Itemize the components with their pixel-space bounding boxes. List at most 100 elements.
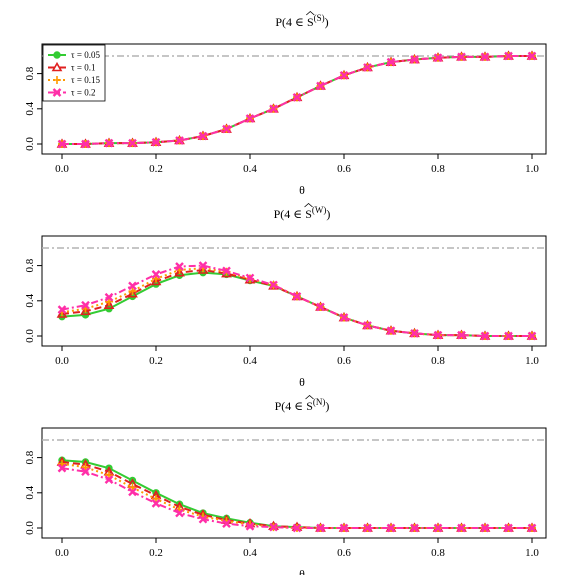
data-point: [57, 139, 67, 149]
data-point: [103, 299, 115, 310]
x-tick-label: 0.4: [243, 355, 257, 367]
series-4: [57, 51, 537, 149]
x-tick-label: 0.2: [149, 547, 163, 559]
data-point: [81, 139, 90, 149]
x-tick-label: 0.4: [243, 547, 257, 559]
data-point: [105, 471, 113, 480]
data-point: [292, 292, 302, 301]
panel-title: P(4 ∈ S(N)): [275, 397, 330, 413]
title-hat-mark: [305, 394, 314, 400]
data-point: [504, 331, 513, 341]
data-point: [128, 281, 137, 291]
x-axis-label: θ: [299, 567, 305, 575]
data-point: [104, 138, 114, 148]
x-tick-label: 1.0: [525, 355, 539, 367]
legend-marker: [53, 76, 61, 84]
data-point: [222, 266, 231, 276]
data-point: [292, 93, 302, 102]
series-line: [61, 461, 532, 529]
data-point: [222, 124, 231, 134]
data-point: [198, 131, 208, 141]
series-4: [57, 463, 537, 533]
title-hat-mark: [304, 202, 313, 208]
legend: τ = 0.05 τ = 0.1 τ = 0.15 τ = 0.2: [42, 44, 106, 102]
data-point: [480, 52, 490, 62]
title-suffix: ): [325, 15, 329, 29]
series-1: [58, 268, 536, 340]
panel-1: P(4 ∈ S(S)) 0.0 0.2 0.4 0.6 0.8 1.0 0.0 0.4 0.8 θ τ…: [24, 10, 547, 197]
x-axis-label: θ: [299, 375, 305, 389]
y-tick-label: 0.4: [24, 485, 36, 499]
data-point: [433, 523, 443, 533]
legend-label: τ = 0.1: [71, 63, 95, 73]
y-tick-label: 0.4: [24, 101, 36, 115]
data-point: [245, 273, 255, 283]
data-point: [150, 275, 162, 286]
data-point: [245, 521, 255, 531]
x-tick-label: 0.0: [55, 355, 69, 367]
data-point: [363, 63, 372, 72]
data-point: [245, 114, 255, 123]
title-set: S: [305, 207, 312, 221]
data-point: [457, 52, 466, 62]
x-tick-label: 0.8: [431, 547, 445, 559]
series-line: [61, 267, 532, 337]
data-point: [410, 55, 419, 64]
series-4: [57, 261, 537, 341]
data-point: [433, 330, 443, 340]
data-point: [386, 57, 396, 67]
data-point: [457, 523, 466, 533]
legend-marker: [53, 51, 61, 59]
title-prefix: P(4 ∈: [274, 207, 306, 221]
series-3: [58, 264, 536, 340]
data-point: [58, 459, 66, 468]
title-superscript: (S): [314, 13, 325, 23]
data-point: [339, 313, 349, 322]
data-point: [128, 483, 137, 492]
x-axis-label: θ: [299, 183, 305, 197]
plot-frame: [41, 427, 547, 539]
data-point: [410, 523, 419, 533]
legend-marker: [51, 61, 63, 72]
data-point: [527, 51, 537, 61]
data-point: [104, 292, 114, 302]
title-superscript: (W): [312, 205, 327, 215]
data-point: [128, 138, 137, 148]
y-tick-label: 0.0: [24, 329, 36, 343]
data-point: [152, 494, 160, 503]
data-point: [339, 523, 349, 533]
data-point: [386, 326, 396, 336]
plot-frame: [41, 43, 547, 155]
x-tick-label: 1.0: [525, 163, 539, 175]
series-line: [61, 271, 532, 337]
data-point: [480, 523, 490, 533]
data-point: [339, 71, 349, 80]
data-point: [175, 262, 184, 271]
data-point: [504, 523, 513, 533]
data-point: [81, 467, 90, 477]
data-point: [198, 514, 208, 524]
legend-label: τ = 0.15: [71, 75, 100, 85]
data-point: [81, 300, 90, 310]
series-3: [58, 52, 536, 148]
x-tick-label: 0.8: [431, 163, 445, 175]
data-point: [386, 523, 396, 533]
panel-title: P(4 ∈ S(W)): [274, 205, 331, 221]
data-point: [128, 487, 137, 497]
data-point: [80, 305, 91, 316]
data-point: [222, 519, 231, 528]
data-point: [292, 523, 302, 533]
title-set: S: [306, 399, 313, 413]
data-point: [56, 308, 68, 318]
title-hat-mark: [306, 10, 315, 16]
panel-3: P(4 ∈ S(N)) 0.0 0.2 0.4 0.6 0.8 1.0 0.0 0.4 0.8 θ: [24, 394, 547, 575]
legend-label: τ = 0.2: [71, 88, 95, 98]
x-tick-label: 0.4: [243, 163, 257, 175]
data-point: [175, 508, 184, 518]
data-point: [480, 331, 490, 341]
data-point: [174, 267, 185, 277]
data-point: [316, 81, 325, 91]
x-tick-label: 0.2: [149, 163, 163, 175]
x-tick-label: 0.2: [149, 355, 163, 367]
